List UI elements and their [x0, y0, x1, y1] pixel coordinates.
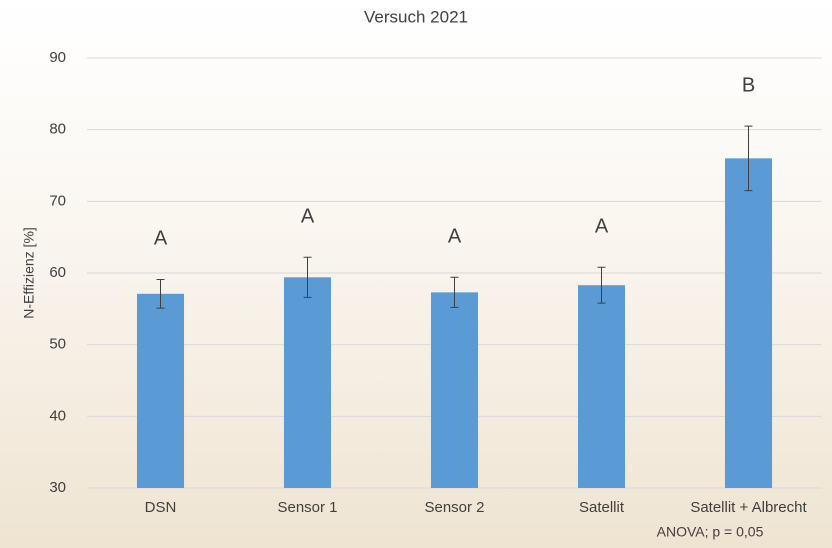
significance-letter: A [301, 206, 315, 228]
y-tick-label: 80 [49, 121, 66, 138]
bar [578, 285, 625, 488]
x-tick-label: Satellit + Albrecht [690, 499, 807, 516]
x-tick-label: Satellit [579, 499, 625, 516]
y-tick-label: 30 [49, 479, 66, 496]
bar [431, 292, 478, 488]
y-axis-label: N-Effizienz [%] [21, 227, 37, 319]
x-tick-label: Sensor 2 [424, 499, 484, 516]
y-tick-label: 90 [49, 49, 66, 66]
y-tick-label: 70 [49, 192, 66, 209]
significance-letter: A [154, 228, 168, 250]
x-tick-label: DSN [145, 499, 177, 516]
significance-letter: B [742, 74, 755, 96]
bar [725, 158, 772, 488]
chart-title: Versuch 2021 [364, 7, 468, 26]
significance-letter: A [595, 216, 609, 238]
y-tick-label: 50 [49, 336, 66, 353]
bar [284, 277, 331, 488]
bar [137, 294, 184, 488]
y-tick-label: 60 [49, 264, 66, 281]
x-tick-label: Sensor 1 [277, 499, 337, 516]
chart: Versuch 2021 N-Effizienz [%] ANOVA; p = … [0, 0, 832, 548]
significance-letter: A [448, 226, 462, 248]
annotation: ANOVA; p = 0,05 [657, 524, 764, 540]
y-tick-label: 40 [49, 407, 66, 424]
background [0, 0, 832, 548]
